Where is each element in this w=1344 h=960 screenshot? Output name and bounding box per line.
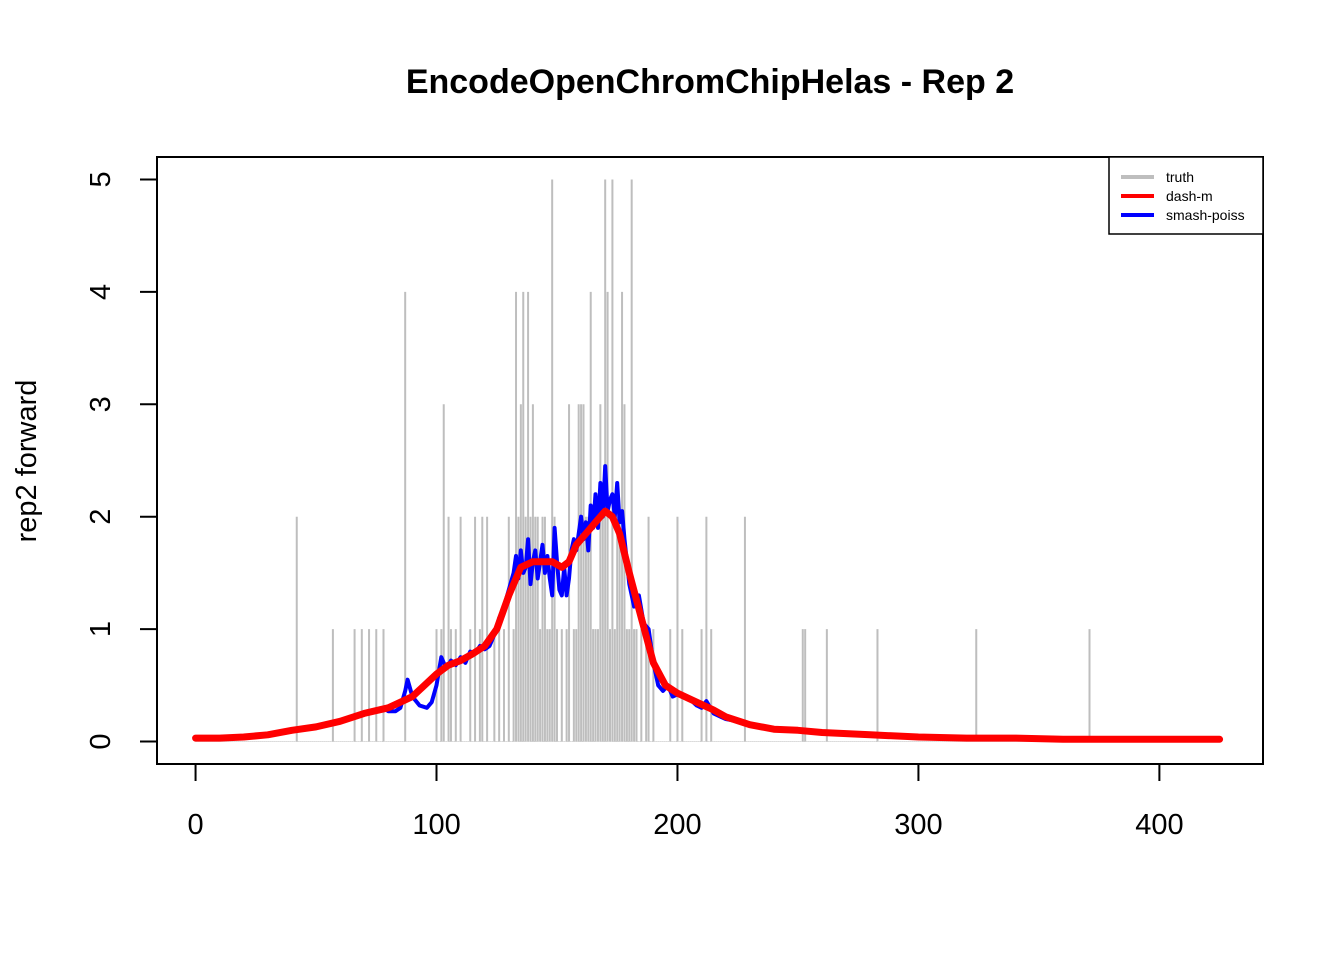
x-tick-label: 300 bbox=[894, 809, 942, 841]
x-tick-label: 400 bbox=[1135, 809, 1183, 841]
x-tick-label: 0 bbox=[187, 809, 203, 841]
y-tick-label: 5 bbox=[85, 171, 117, 187]
chart-title: EncodeOpenChromChipHelas - Rep 2 bbox=[406, 63, 1014, 101]
plot-marks bbox=[192, 179, 1224, 743]
y-tick-label: 3 bbox=[85, 396, 117, 412]
y-tick-label: 4 bbox=[85, 284, 117, 300]
legend-label: dash-m bbox=[1166, 188, 1213, 204]
plot-frame bbox=[156, 156, 1264, 765]
y-tick-label: 2 bbox=[85, 509, 117, 525]
series-line-smash-poiss bbox=[193, 464, 1222, 742]
series-line-dash-m bbox=[192, 507, 1224, 743]
x-axis: 0 100 200 300 400 bbox=[187, 763, 1184, 841]
y-axis-label: rep2 forward bbox=[11, 380, 43, 543]
x-tick-label: 100 bbox=[412, 809, 460, 841]
legend-label: truth bbox=[1166, 169, 1194, 185]
y-tick-label: 1 bbox=[85, 621, 117, 637]
x-tick-label: 200 bbox=[653, 809, 701, 841]
legend-label: smash-poiss bbox=[1166, 207, 1245, 223]
y-tick-label: 0 bbox=[85, 733, 117, 749]
legend: truth dash-m smash-poiss bbox=[1108, 156, 1264, 235]
y-axis: 0 1 2 3 4 5 bbox=[85, 171, 158, 750]
